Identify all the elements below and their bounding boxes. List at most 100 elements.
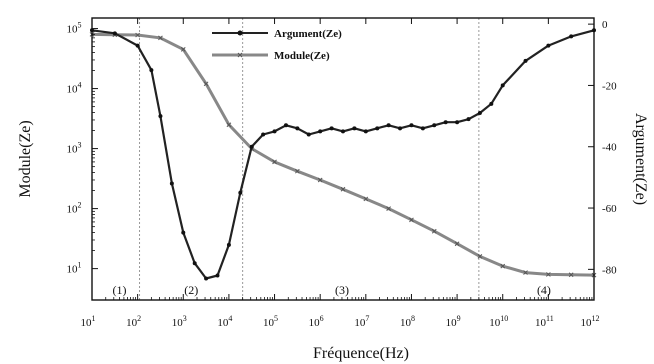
series-argument-point-21 (352, 126, 357, 131)
x-tick-label-exponent: 3 (183, 314, 187, 323)
series-module-point-5 (203, 81, 209, 87)
series-argument-point-26 (409, 123, 414, 128)
x-tick-label-3: 104 (217, 314, 232, 329)
y-right-tick-label-2: -40 (602, 142, 617, 154)
y-right-tick-label-4: -80 (602, 264, 617, 276)
legend-argument-marker (237, 30, 243, 36)
y-tick-label-base: 10 (67, 24, 79, 36)
legend-module-marker (237, 52, 243, 58)
series-argument-point-3 (149, 68, 154, 73)
y-tick-label-exponent: 3 (78, 141, 82, 150)
y-left-tick-label-0: 101 (67, 261, 82, 276)
series-argument-point-2 (135, 43, 140, 48)
region-label-1: (1) (112, 283, 126, 297)
series-module-point-8 (272, 159, 277, 165)
x-tick-label-0: 101 (81, 314, 96, 329)
series-argument-point-33 (489, 101, 494, 106)
y-tick-label-base: 10 (67, 144, 79, 156)
y-left-tick-label-1: 102 (67, 201, 82, 216)
series-argument-point-37 (569, 34, 574, 39)
y-left-tick-label-4: 105 (67, 21, 82, 36)
series-module-point-3 (158, 35, 163, 41)
x-tick-label-exponent: 5 (274, 314, 278, 323)
region-label-2: (2) (184, 283, 198, 297)
series-module-point-10 (317, 177, 323, 183)
y-left-tick-label-2: 103 (67, 141, 82, 156)
series-argument-point-20 (340, 129, 345, 134)
legend-module-label: Module(Ze) (274, 50, 330, 62)
x-tick-label-exponent: 4 (228, 314, 232, 323)
x-tick-label-6: 107 (354, 314, 369, 329)
series-module-point-15 (431, 228, 437, 234)
series-module-point-14 (409, 217, 414, 223)
x-tick-label-base: 10 (217, 317, 229, 329)
series-argument-point-30 (455, 120, 460, 125)
x-tick-label-10: 1011 (535, 314, 554, 329)
region-label-3: (3) (335, 283, 349, 297)
y-right-tick-label-1: -20 (602, 80, 617, 92)
series-argument-point-10 (226, 242, 231, 247)
y-tick-label-exponent: 1 (78, 261, 82, 270)
series-argument-point-31 (466, 117, 471, 122)
x-tick-label-exponent: 7 (365, 314, 369, 323)
series-argument-point-27 (420, 126, 425, 131)
y-tick-label-base: 10 (67, 204, 79, 216)
x-tick-label-5: 106 (309, 314, 324, 329)
series-argument-point-7 (192, 261, 197, 266)
region-divider-lines (139, 18, 480, 300)
series-argument-point-36 (546, 43, 551, 48)
labels-layer: Fréquence(Hz) Module(Ze) Argument(Ze) (1) (2… (17, 113, 649, 362)
series-module-point-18 (500, 263, 506, 269)
series-argument-point-25 (398, 126, 403, 131)
region-label-4: (4) (537, 283, 551, 297)
x-axis-title: Fréquence(Hz) (313, 345, 409, 362)
series-argument-point-6 (181, 230, 186, 235)
series-argument-point-17 (306, 132, 311, 137)
series-argument-point-28 (432, 123, 437, 128)
x-tick-label-base: 10 (446, 317, 458, 329)
x-tick-label-base: 10 (535, 317, 547, 329)
x-tick-label-base: 10 (354, 317, 366, 329)
series-argument-point-11 (238, 190, 243, 195)
series-module-point-21 (568, 272, 574, 278)
series-argument-point-13 (261, 132, 266, 137)
plot-frame (91, 17, 595, 301)
x-tick-label-exponent: 11 (546, 314, 554, 323)
plot-background (92, 18, 594, 300)
series-argument-point-12 (249, 144, 254, 149)
series-argument-point-18 (318, 129, 323, 134)
y-right-tick-label-3: -60 (602, 203, 617, 215)
series-argument-point-34 (500, 83, 505, 88)
legend-argument-label: Argument(Ze) (274, 28, 342, 40)
y-tick-label-base: 10 (67, 84, 79, 96)
x-tick-label-7: 108 (400, 314, 415, 329)
tick-layer: 101 102 103 104 105 106 107 108 109 1010 1011 10121… (67, 18, 617, 329)
x-tick-label-base: 10 (172, 317, 184, 329)
y-left-tick-label-3: 104 (67, 81, 82, 96)
legend: Argument(Ze) Module(Ze) (212, 28, 342, 62)
y-tick-label-exponent: 2 (78, 201, 82, 210)
y-tick-label-exponent: 4 (78, 81, 82, 90)
series-module-point-19 (523, 270, 528, 275)
x-tick-label-exponent: 10 (500, 314, 508, 323)
x-tick-label-1: 102 (126, 314, 141, 329)
x-tick-label-base: 10 (309, 317, 321, 329)
x-tick-label-exponent: 9 (457, 314, 461, 323)
x-tick-label-4: 105 (263, 314, 278, 329)
x-tick-label-exponent: 2 (137, 314, 141, 323)
x-tick-label-11: 1012 (581, 314, 600, 329)
y-left-axis-title: Module(Ze) (17, 120, 34, 197)
x-tick-label-exponent: 1 (92, 314, 96, 323)
x-tick-label-exponent: 12 (592, 314, 600, 323)
series-module-point-13 (386, 206, 391, 211)
y-right-tick-label-0: 0 (602, 19, 608, 31)
plot-area (92, 18, 594, 300)
y-tick-label-exponent: 5 (78, 21, 82, 30)
series-argument-point-16 (295, 126, 300, 131)
series-module-point-6 (226, 122, 232, 128)
x-tick-label-base: 10 (126, 317, 138, 329)
x-tick-label-base: 10 (263, 317, 275, 329)
series-module-point-11 (340, 186, 346, 192)
series-module-point-16 (454, 241, 460, 247)
